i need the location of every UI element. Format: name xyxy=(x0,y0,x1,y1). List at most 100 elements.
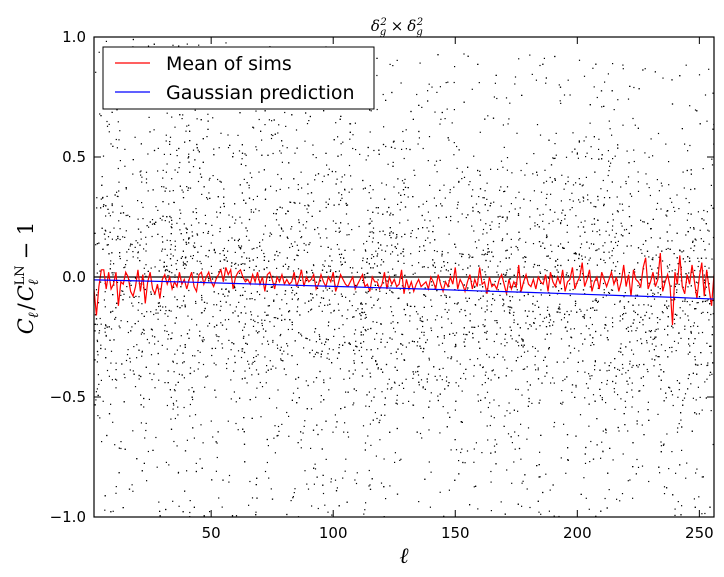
scatter-point xyxy=(316,294,318,296)
scatter-point xyxy=(313,356,315,358)
scatter-point xyxy=(405,378,407,380)
scatter-point xyxy=(180,233,182,235)
scatter-point xyxy=(498,223,500,225)
scatter-point xyxy=(116,379,118,381)
scatter-point xyxy=(237,315,239,317)
scatter-point xyxy=(484,397,486,399)
scatter-point xyxy=(171,116,173,118)
scatter-point xyxy=(461,421,463,423)
scatter-point xyxy=(167,338,169,340)
scatter-point xyxy=(402,402,404,404)
scatter-point xyxy=(413,373,415,375)
scatter-point xyxy=(710,410,712,412)
scatter-point xyxy=(695,281,697,283)
scatter-point xyxy=(549,315,551,317)
scatter-point xyxy=(440,203,442,205)
scatter-point xyxy=(665,392,667,394)
scatter-point xyxy=(642,221,644,223)
scatter-point xyxy=(708,243,710,245)
scatter-point xyxy=(540,513,542,515)
scatter-point xyxy=(510,246,512,248)
scatter-point xyxy=(305,244,307,246)
scatter-point xyxy=(580,221,582,223)
scatter-point xyxy=(623,252,625,254)
scatter-point xyxy=(353,362,355,364)
scatter-point xyxy=(272,339,274,342)
scatter-point xyxy=(479,347,481,349)
scatter-point xyxy=(503,303,505,305)
scatter-point xyxy=(540,289,542,291)
scatter-point xyxy=(102,197,104,199)
scatter-point xyxy=(141,176,143,178)
scatter-point xyxy=(547,255,549,257)
scatter-point xyxy=(412,371,414,373)
scatter-point xyxy=(672,404,674,407)
scatter-point xyxy=(277,425,280,428)
scatter-point xyxy=(307,311,310,313)
scatter-point xyxy=(307,183,309,185)
scatter-point xyxy=(401,277,403,279)
scatter-point xyxy=(230,398,232,400)
scatter-point xyxy=(706,378,708,380)
scatter-point xyxy=(635,294,637,296)
scatter-point xyxy=(396,236,398,238)
scatter-point xyxy=(377,207,379,209)
scatter-point xyxy=(407,219,409,221)
scatter-point xyxy=(102,400,104,402)
scatter-point xyxy=(219,212,221,214)
scatter-point xyxy=(250,211,252,213)
scatter-point xyxy=(605,324,607,326)
scatter-point xyxy=(666,300,668,302)
scatter-point xyxy=(178,373,180,375)
scatter-point xyxy=(655,336,657,338)
scatter-point xyxy=(195,462,197,464)
scatter-point xyxy=(188,238,190,240)
chart-title: δg2 × δg2 xyxy=(371,17,423,38)
scatter-point xyxy=(243,351,246,354)
scatter-point xyxy=(671,103,674,105)
scatter-point xyxy=(693,342,695,344)
scatter-point xyxy=(682,399,684,401)
scatter-point xyxy=(291,324,293,326)
scatter-point xyxy=(291,226,293,228)
scatter-point xyxy=(484,118,486,120)
scatter-point xyxy=(529,54,531,56)
scatter-point xyxy=(213,291,215,293)
scatter-point xyxy=(106,244,108,246)
scatter-point xyxy=(181,305,183,307)
scatter-point xyxy=(517,213,520,215)
scatter-point xyxy=(652,295,654,297)
scatter-point xyxy=(649,194,651,197)
scatter-point xyxy=(687,150,689,152)
scatter-point xyxy=(664,328,666,330)
scatter-point xyxy=(572,200,574,202)
scatter-point xyxy=(490,470,492,473)
scatter-point xyxy=(497,216,499,218)
scatter-point xyxy=(186,232,188,234)
scatter-point xyxy=(397,178,399,180)
scatter-point xyxy=(631,382,633,384)
scatter-point xyxy=(338,344,341,346)
scatter-point xyxy=(437,395,439,397)
scatter-point xyxy=(140,394,142,396)
scatter-point xyxy=(479,170,481,172)
scatter-point xyxy=(325,287,327,289)
scatter-point xyxy=(202,232,204,234)
scatter-point xyxy=(377,212,379,214)
scatter-point xyxy=(153,149,156,152)
scatter-point xyxy=(384,346,386,348)
scatter-point xyxy=(650,330,652,332)
scatter-point xyxy=(152,189,154,191)
scatter-point xyxy=(362,179,364,182)
scatter-point xyxy=(241,378,243,380)
scatter-point xyxy=(170,310,172,312)
scatter-point xyxy=(544,375,546,377)
scatter-point xyxy=(143,462,145,464)
scatter-point xyxy=(278,124,280,126)
scatter-point xyxy=(332,431,334,433)
scatter-point xyxy=(369,488,372,490)
scatter-point xyxy=(640,316,642,318)
scatter-point xyxy=(651,343,653,345)
scatter-point xyxy=(238,272,241,274)
scatter-point xyxy=(270,233,273,235)
